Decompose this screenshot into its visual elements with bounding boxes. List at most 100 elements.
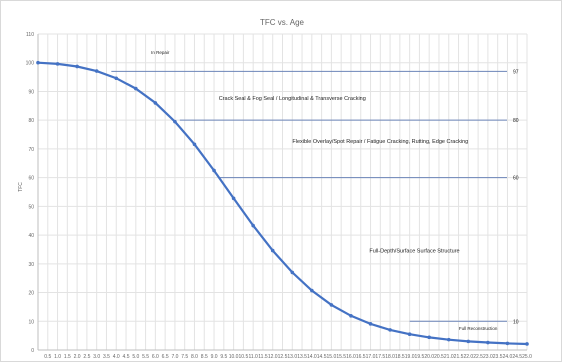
data-point <box>134 86 138 91</box>
x-tick-label: 2.5 <box>83 354 90 360</box>
x-tick-label: 14.0 <box>307 354 317 360</box>
y-tick-label: 80 <box>28 118 34 124</box>
y-tick-label: 110 <box>26 32 34 38</box>
x-tick-label: 7.5 <box>181 354 188 360</box>
x-tick-label: 11.0 <box>248 354 258 360</box>
data-point <box>466 339 471 344</box>
x-tick-label: 5.5 <box>142 354 149 360</box>
chart-annotation: Full-Depth/Surface Surface Structure <box>369 248 459 254</box>
data-point <box>329 303 334 307</box>
x-tick-label: 14.5 <box>317 354 327 360</box>
y-tick-label: 50 <box>28 204 34 210</box>
reference-line-label: 60 <box>513 176 519 182</box>
x-tick-label: 2.0 <box>74 354 81 360</box>
data-point <box>310 288 314 293</box>
chart-annotation: In Repair <box>151 50 170 55</box>
x-tick-label: 0.5 <box>44 354 51 360</box>
x-tick-label: 6.0 <box>152 354 159 360</box>
data-point <box>231 196 236 201</box>
chart-annotation: Full Reconstruction <box>459 326 498 331</box>
series-layer <box>36 60 529 346</box>
data-point <box>349 314 353 318</box>
x-tick-label: 4.0 <box>113 354 120 360</box>
series-line <box>37 61 528 346</box>
x-tick-label: 10.5 <box>239 354 249 360</box>
x-tick-label: 23.0 <box>483 354 493 360</box>
x-tick-label: 8.5 <box>201 354 208 360</box>
tick-layer: 0 10 20 30 40 50 60 70 80 90 100 110 0.5 1.0 1.5 2.0 2.5… <box>26 32 532 360</box>
x-tick-label: 23.5 <box>493 354 503 360</box>
data-point <box>270 248 275 253</box>
x-tick-label: 16.5 <box>356 354 366 360</box>
x-tick-label: 4.5 <box>123 354 130 360</box>
data-point <box>94 69 99 73</box>
y-axis-label: TFC <box>18 182 24 192</box>
y-tick-label: 60 <box>28 176 34 182</box>
x-tick-label: 22.0 <box>463 354 473 360</box>
x-tick-label: 24.5 <box>512 354 522 360</box>
x-tick-label: 3.5 <box>103 354 110 360</box>
x-tick-label: 8.0 <box>191 354 198 360</box>
reference-line-label: 10 <box>513 319 519 325</box>
y-tick-label: 10 <box>28 319 34 325</box>
x-tick-label: 6.5 <box>162 354 169 360</box>
x-tick-label: 12.5 <box>278 354 288 360</box>
x-tick-label: 19.0 <box>405 354 415 360</box>
y-tick-label: 30 <box>28 262 34 268</box>
x-tick-label: 9.5 <box>220 354 227 360</box>
data-point <box>251 223 255 228</box>
x-tick-label: 1.5 <box>64 354 71 360</box>
x-tick-label: 21.0 <box>444 354 454 360</box>
x-tick-label: 5.0 <box>132 354 139 360</box>
x-tick-label: 18.0 <box>385 354 395 360</box>
x-tick-label: 17.0 <box>366 354 376 360</box>
data-point <box>153 101 158 105</box>
data-point <box>192 142 197 147</box>
x-tick-label: 19.5 <box>415 354 425 360</box>
y-tick-label: 20 <box>28 291 34 297</box>
x-tick-label: 20.5 <box>434 354 444 360</box>
y-tick-label: 70 <box>28 147 34 153</box>
data-point <box>55 62 60 66</box>
data-point <box>114 76 119 81</box>
x-tick-label: 15.0 <box>327 354 337 360</box>
y-tick-label: 100 <box>26 61 35 67</box>
x-tick-label: 1.0 <box>54 354 61 360</box>
data-point <box>486 340 490 345</box>
x-tick-label: 11.5 <box>258 354 268 360</box>
x-tick-label: 17.5 <box>375 354 385 360</box>
x-tick-label: 10.0 <box>229 354 239 360</box>
data-point <box>427 335 432 340</box>
x-tick-label: 20.0 <box>424 354 434 360</box>
data-point <box>212 168 216 173</box>
x-tick-label: 13.5 <box>297 354 307 360</box>
reference-line-label: 97 <box>513 69 519 75</box>
x-tick-label: 21.5 <box>454 354 464 360</box>
chart-annotation: Flexible Overlay/Spot Repair / Fatigue C… <box>292 139 468 145</box>
x-tick-label: 7.0 <box>171 354 178 360</box>
data-point <box>505 341 510 346</box>
annotation-layer: In Repair Crack Seal & Fog Seal / Longitu… <box>151 50 498 331</box>
data-point <box>75 64 79 69</box>
x-tick-label: 9.0 <box>211 354 218 360</box>
x-tick-label: 12.0 <box>268 354 278 360</box>
x-tick-label: 24.0 <box>503 354 513 360</box>
x-tick-label: 22.5 <box>473 354 483 360</box>
x-tick-label: 25.0 <box>522 354 532 360</box>
x-tick-label: 13.0 <box>287 354 297 360</box>
reference-line-label: 80 <box>513 118 519 124</box>
data-point <box>388 328 392 332</box>
grid-layer <box>37 33 528 351</box>
reference-lines: 97 80 60 10 <box>111 69 519 325</box>
x-tick-label: 3.0 <box>93 354 100 360</box>
x-tick-label: 16.0 <box>346 354 356 360</box>
data-point <box>173 119 177 124</box>
x-tick-label: 18.5 <box>395 354 405 360</box>
x-tick-label: 15.5 <box>336 354 346 360</box>
data-point <box>36 60 40 65</box>
data-point <box>446 337 451 342</box>
y-tick-label: 0 <box>31 348 34 354</box>
data-point <box>525 342 529 346</box>
y-tick-label: 40 <box>28 233 34 239</box>
